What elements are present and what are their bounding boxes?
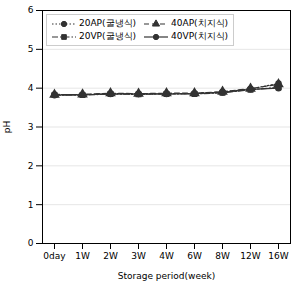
svg-text:4: 4 <box>28 83 34 93</box>
svg-text:5: 5 <box>28 44 34 54</box>
svg-text:0: 0 <box>28 238 34 248</box>
html-text:20VP(굴냉식): 20VP(굴냉식) <box>79 31 137 41</box>
svg-text:2W: 2W <box>103 251 118 261</box>
svg-text:6W: 6W <box>187 251 202 261</box>
svg-text:1W: 1W <box>75 251 90 261</box>
svg-text:Storage period(week): Storage period(week) <box>118 271 215 281</box>
svg-text:3W: 3W <box>131 251 146 261</box>
svg-text:8W: 8W <box>215 251 230 261</box>
html-text:40VP(치지식): 40VP(치지식) <box>171 31 229 41</box>
html-text:40AP(치지식): 40AP(치지식) <box>171 18 229 28</box>
html-text:20AP(굴냉식): 20AP(굴냉식) <box>79 18 137 28</box>
svg-text:6: 6 <box>28 5 34 15</box>
svg-text:12W: 12W <box>240 251 260 261</box>
svg-text:0day: 0day <box>43 251 66 261</box>
svg-text:16W: 16W <box>268 251 288 261</box>
svg-text:pH: pH <box>2 121 12 133</box>
svg-text:2: 2 <box>28 161 34 171</box>
svg-text:4W: 4W <box>159 251 174 261</box>
svg-text:3: 3 <box>28 122 34 132</box>
svg-text:1: 1 <box>28 200 34 210</box>
